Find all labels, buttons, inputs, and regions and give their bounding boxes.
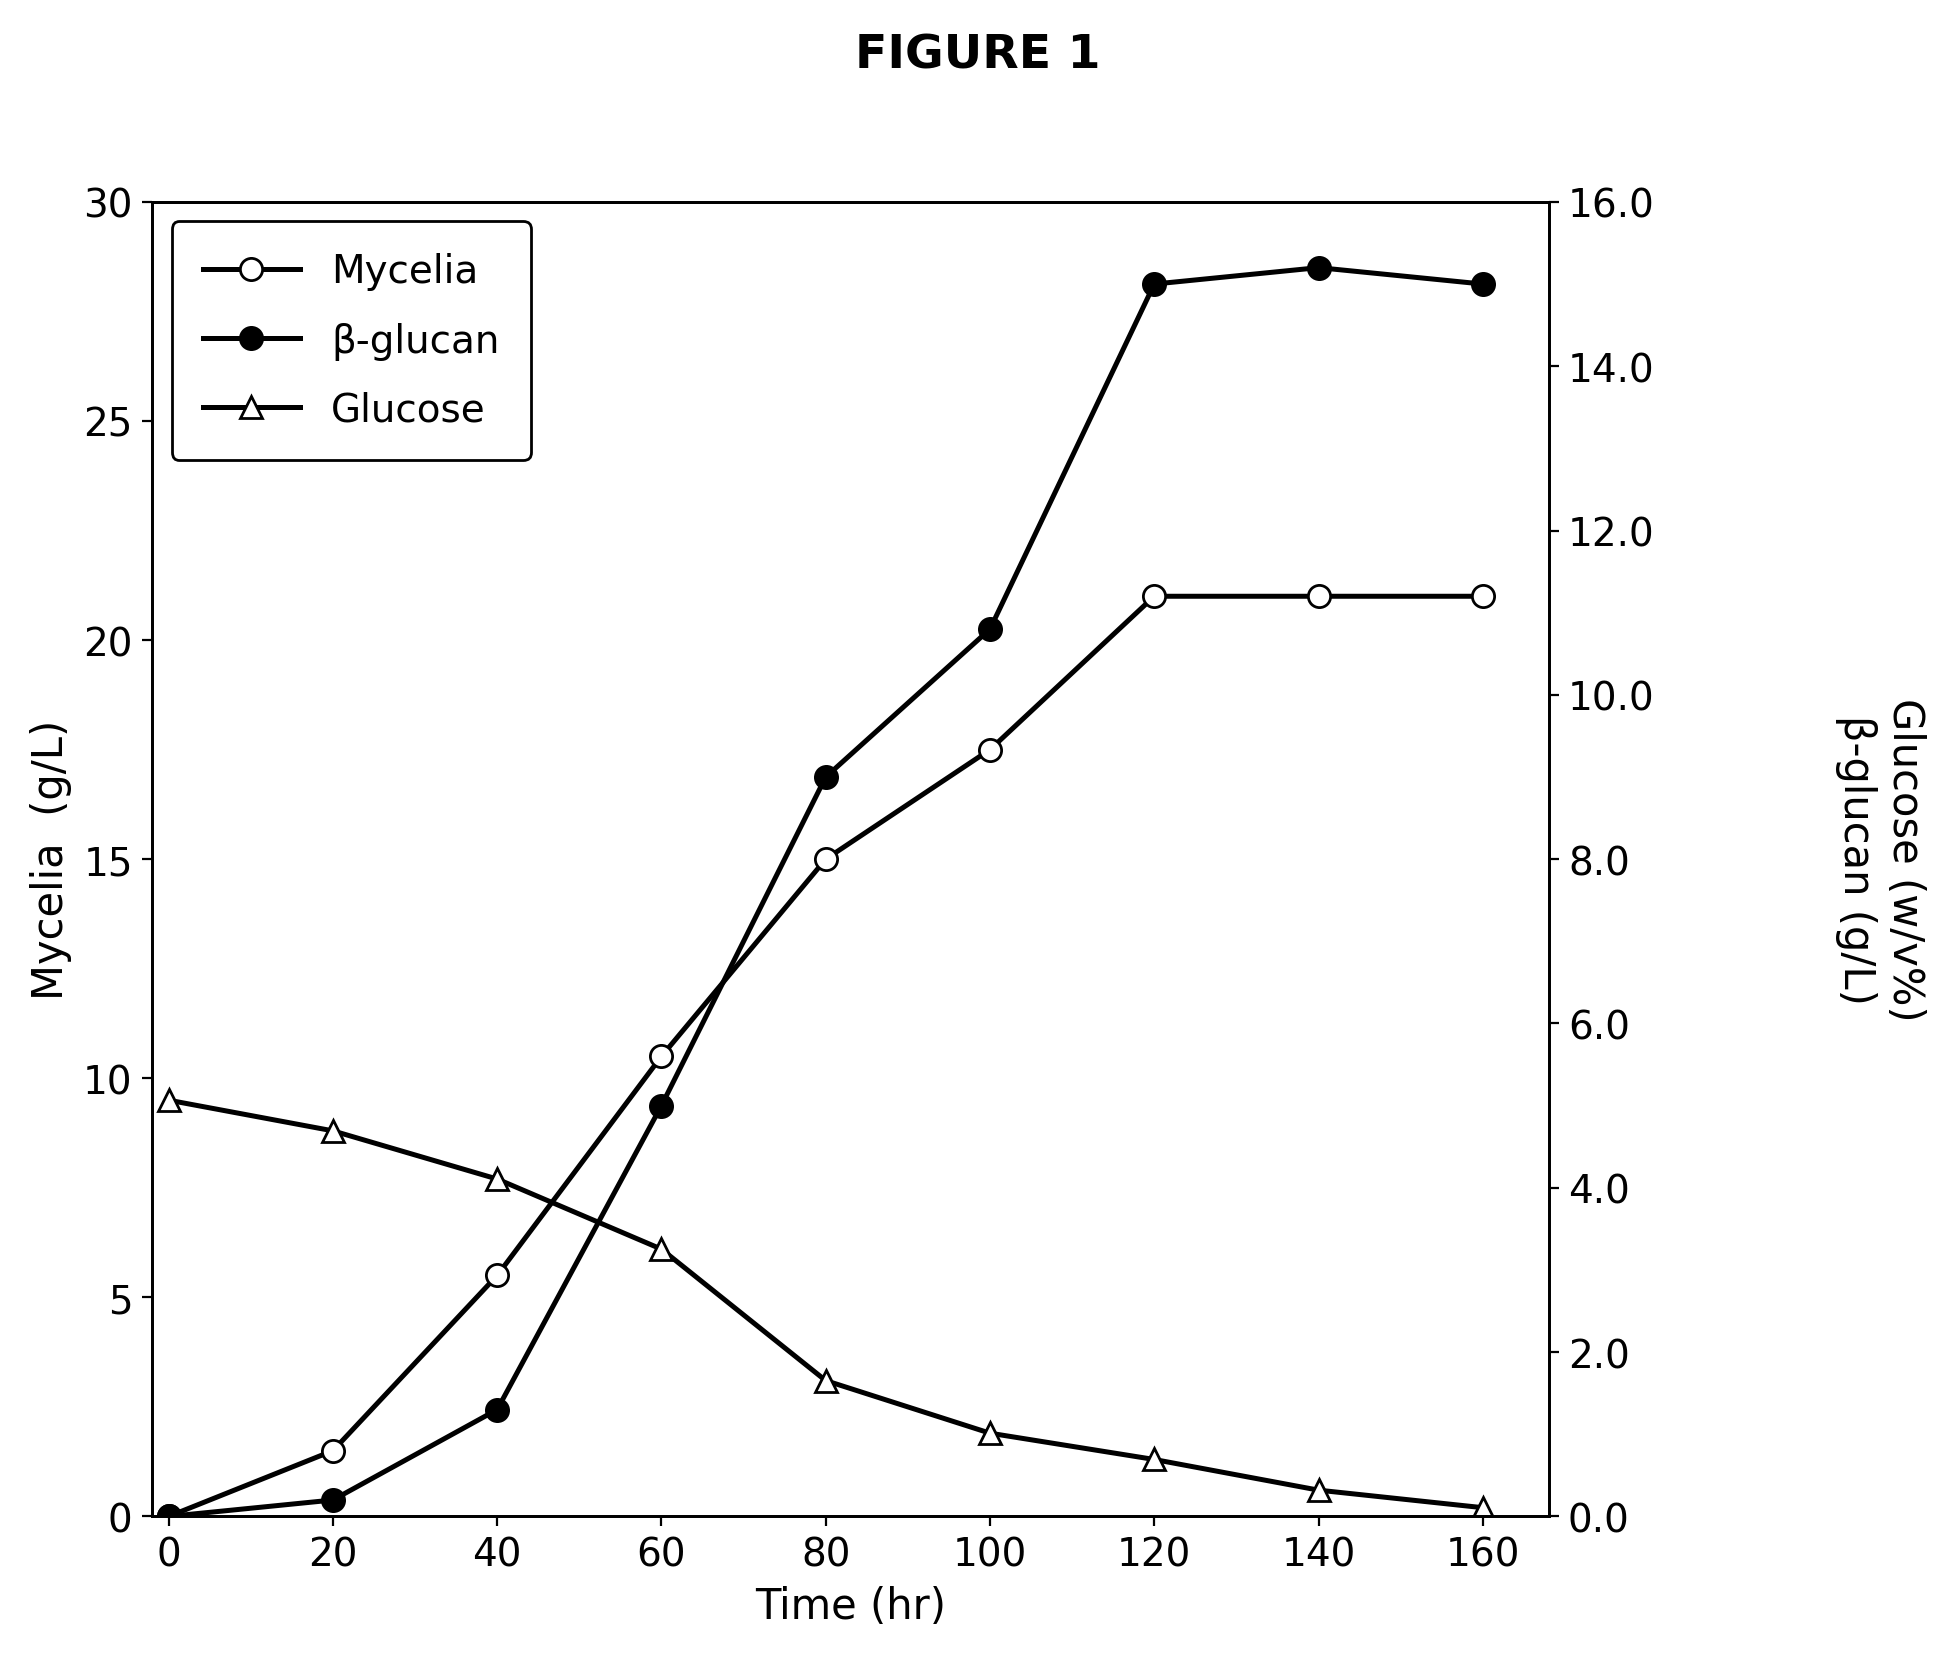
β-glucan [1306, 258, 1329, 278]
Mycelia [813, 850, 837, 870]
Y-axis label: Glucose (w/v%)
β-glucan (g/L): Glucose (w/v%) β-glucan (g/L) [1834, 698, 1926, 1021]
β-glucan [649, 1095, 673, 1115]
Glucose [1142, 1450, 1165, 1470]
Glucose [649, 1239, 673, 1259]
Mycelia [1470, 587, 1494, 606]
β-glucan [485, 1400, 508, 1420]
Mycelia [485, 1266, 508, 1286]
Line: β-glucan: β-glucan [158, 257, 1494, 1528]
β-glucan [1142, 275, 1165, 295]
Mycelia [156, 1506, 180, 1526]
β-glucan [1470, 275, 1494, 295]
Glucose [156, 1090, 180, 1110]
Y-axis label: Mycelia  (g/L): Mycelia (g/L) [29, 719, 72, 999]
Glucose [978, 1423, 1001, 1443]
Glucose [321, 1122, 344, 1142]
Line: Mycelia: Mycelia [158, 587, 1494, 1528]
β-glucan [978, 620, 1001, 640]
Glucose [1306, 1480, 1329, 1500]
X-axis label: Time (hr): Time (hr) [755, 1586, 946, 1627]
Line: Glucose: Glucose [158, 1089, 1494, 1519]
Mycelia [1306, 587, 1329, 606]
Legend: Mycelia, β-glucan, Glucose: Mycelia, β-glucan, Glucose [172, 222, 530, 461]
Glucose [485, 1170, 508, 1190]
Text: FIGURE 1: FIGURE 1 [854, 33, 1101, 78]
Mycelia [1142, 587, 1165, 606]
β-glucan [813, 767, 837, 787]
Glucose [813, 1370, 837, 1390]
β-glucan [321, 1490, 344, 1510]
Glucose [1470, 1498, 1494, 1518]
Mycelia [321, 1442, 344, 1461]
β-glucan [156, 1506, 180, 1526]
Mycelia [978, 741, 1001, 761]
Mycelia [649, 1047, 673, 1067]
